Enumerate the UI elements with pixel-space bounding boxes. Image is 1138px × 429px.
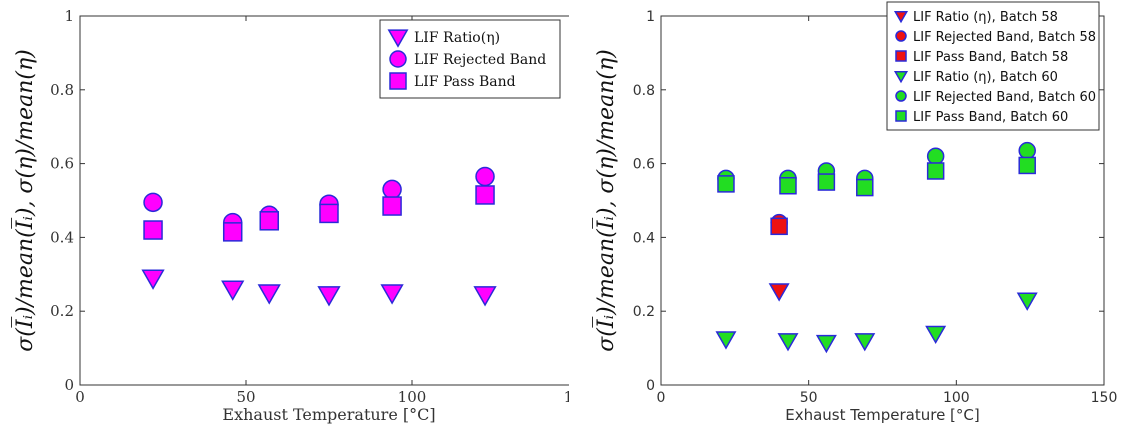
data-point-triangle-down (317, 286, 341, 307)
legend-marker-triangle-down (893, 70, 909, 84)
data-point-square (926, 162, 945, 180)
x-tick-label: 150 (1091, 390, 1118, 406)
legend-marker-square (895, 110, 907, 122)
data-point-square (770, 217, 788, 236)
series-1 (143, 166, 495, 233)
data-point-square (1018, 156, 1036, 175)
x-tick-label: 50 (800, 390, 818, 406)
data-point-triangle-down (257, 284, 281, 305)
data-point-triangle-down (141, 269, 165, 290)
legend-marker-circle (389, 50, 407, 68)
chart-panel-left: 0 0.2 0.4 0.6 0.8 1 0 50 100 150 Exhaust Temperatu… (11, 7, 569, 424)
y-tick-label: 0.2 (633, 304, 655, 320)
legend-label: LIF Rejected Band (414, 52, 546, 68)
data-point-triangle-down (854, 333, 876, 352)
legend-label: LIF Pass Band, Batch 58 (913, 50, 1068, 65)
legend-label: LIF Ratio(η) (414, 30, 500, 46)
y-axis-label: σ(I̅ᵢ)/mean(I̅ᵢ), σ(η)/mean(η) (11, 49, 38, 351)
y-axis-label: σ(I̅ᵢ)/mean(I̅ᵢ), σ(η)/mean(η) (592, 49, 619, 351)
legend-marker-triangle-down (387, 29, 409, 48)
data-point-triangle-down (777, 333, 799, 352)
data-point-square (319, 203, 339, 224)
data-point-circle (475, 166, 495, 187)
legend-box (379, 19, 561, 99)
x-tick-label: 100 (943, 390, 970, 406)
plot-area-frame (660, 15, 1105, 386)
plot-area-frame (79, 15, 569, 386)
legend-label: LIF Pass Band, Batch 60 (913, 110, 1068, 125)
x-tick-label: 0 (657, 390, 666, 406)
data-point-triangle-down (815, 334, 837, 354)
x-axis-label: Exhaust Temperature [°C] (785, 406, 980, 424)
legend-label: LIF Ratio (η), Batch 58 (913, 10, 1058, 25)
legend-label: LIF Ratio (η), Batch 60 (913, 70, 1058, 85)
legend: LIF Ratio (η), Batch 58 LIF Rejected Band… (886, 1, 1100, 131)
data-point-triangle-down (473, 286, 497, 307)
data-point-square (475, 185, 495, 205)
legend-label: LIF Pass Band (414, 74, 516, 90)
data-point-triangle-down (1016, 292, 1038, 311)
x-tick-label: 150 (564, 388, 569, 406)
series-2 (143, 185, 495, 242)
legend-label: LIF Rejected Band, Batch 60 (913, 90, 1096, 105)
data-point-circle (143, 192, 163, 213)
data-point-square (259, 211, 279, 231)
data-point-square (856, 178, 874, 197)
data-point-triangle-down (221, 280, 245, 301)
legend-marker-circle (895, 90, 907, 102)
y-tick-label: 0.8 (50, 81, 74, 99)
data-point-square (779, 176, 797, 195)
legend: LIF Ratio(η) LIF Rejected Band LIF Pass Ba… (379, 19, 561, 99)
data-point-square (382, 196, 402, 216)
x-tick-label: 50 (236, 388, 255, 406)
y-tick-label: 0.8 (633, 83, 655, 99)
series-5 (717, 156, 1036, 197)
data-point-square (717, 175, 735, 193)
y-tick-label: 0.4 (50, 228, 74, 246)
data-point-circle (382, 179, 402, 200)
series-0 (141, 269, 497, 307)
x-axis-label: Exhaust Temperature [°C] (222, 405, 435, 424)
legend-marker-square (895, 50, 907, 62)
data-point-triangle-down (715, 331, 737, 350)
data-point-square (222, 222, 243, 242)
data-point-square (817, 173, 836, 191)
data-point-triangle-down (380, 284, 404, 305)
y-tick-label: 1 (646, 9, 655, 25)
series-0 (768, 283, 790, 302)
y-tick-label: 1 (64, 7, 74, 25)
y-tick-label: 0.6 (50, 155, 74, 173)
y-tick-label: 0.2 (50, 302, 74, 320)
y-tick-label: 0.4 (633, 230, 655, 246)
legend-label: LIF Rejected Band, Batch 58 (913, 30, 1096, 45)
series-3 (715, 292, 1038, 354)
x-tick-label: 100 (398, 388, 427, 406)
scatter-chart-left: 0 0.2 0.4 0.6 0.8 1 0 50 100 150 Exhaust Temperatu… (11, 7, 569, 424)
data-point-square (143, 220, 163, 240)
legend-marker-square (389, 72, 407, 90)
legend-box (886, 1, 1100, 131)
y-tick-label: 0 (64, 376, 74, 394)
legend-marker-triangle-down (893, 10, 909, 24)
x-tick-label: 0 (75, 388, 85, 406)
y-tick-label: 0 (646, 378, 655, 394)
data-point-circle (1018, 141, 1036, 160)
legend-marker-circle (895, 30, 907, 42)
data-point-triangle-down (768, 283, 790, 302)
y-tick-label: 0.6 (633, 157, 655, 173)
chart-panel-right: 0 0.2 0.4 0.6 0.8 1 0 50 100 150 Exhaust Temperatu… (569, 0, 1138, 429)
series-4 (717, 141, 1036, 188)
scatter-chart-right: 0 0.2 0.4 0.6 0.8 1 0 50 100 150 Exhaust Temperatu… (592, 1, 1118, 424)
data-point-circle (926, 147, 945, 165)
series-2 (770, 217, 788, 236)
data-point-triangle-down (925, 325, 947, 345)
